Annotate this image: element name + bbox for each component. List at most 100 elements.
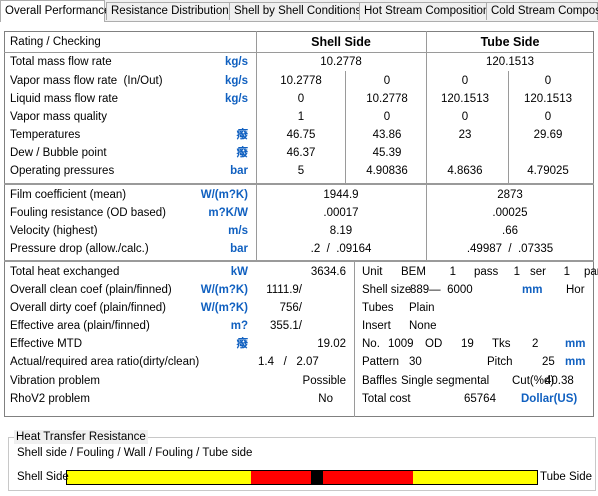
row-label: Dew / Bubble point — [10, 147, 107, 159]
summary-value: 355.1/ — [270, 320, 302, 332]
tube-value: 0 — [461, 111, 469, 123]
row-label: Operating pressures — [10, 165, 115, 177]
shell-value: .2 / .09164 — [310, 243, 372, 255]
resistance-group — [8, 437, 596, 491]
tube-value: 120.1513 — [486, 56, 534, 68]
shell-side-label: Shell Side — [17, 471, 69, 483]
unit: m/s — [228, 225, 248, 237]
summary-label: Effective area (plain/finned) — [10, 320, 150, 332]
geometry-cell: mm — [565, 356, 586, 368]
tube-value: 0 — [544, 111, 552, 123]
tube-value: .66 — [502, 225, 518, 237]
tab-label: Cold Stream Compositi — [491, 5, 598, 17]
geometry-cell: Insert — [362, 320, 391, 332]
shell-value: 46.37 — [286, 147, 316, 159]
row-label: Total mass flow rate — [10, 56, 112, 68]
geometry-cell: 40.38 — [545, 375, 574, 387]
resistance-legend: Shell side / Fouling / Wall / Fouling / … — [17, 447, 253, 459]
shell-value: 0 — [383, 75, 391, 87]
geometry-cell: 65764 — [464, 393, 496, 405]
unit: W/(m?K) — [200, 302, 248, 314]
group-title: Heat Transfer Resistance — [14, 430, 148, 444]
tube-value: .00025 — [492, 207, 528, 219]
shell-value: 10.2778 — [366, 93, 408, 105]
geometry-cell: Dollar(US) — [521, 393, 578, 405]
shell-value: 10.2778 — [320, 56, 362, 68]
geometry-cell: 19 — [461, 338, 474, 350]
shell-value: 5 — [297, 165, 305, 177]
fouling-bar — [251, 470, 311, 485]
geometry-cell: 2 — [532, 338, 539, 350]
shell-value: 1 — [297, 111, 305, 123]
summary-label: Overall clean coef (plain/finned) — [10, 284, 172, 296]
tab[interactable] — [0, 0, 105, 22]
tube-value: 4.79025 — [527, 165, 569, 177]
tube-side-label: Tube Side — [540, 471, 592, 483]
geometry-cell: 1 — [449, 266, 456, 278]
geometry-cell: 1 — [563, 266, 570, 278]
summary-label: Total heat exchanged — [10, 266, 120, 278]
tube-value: 0 — [461, 75, 469, 87]
shell-value: .00017 — [323, 207, 359, 219]
divider — [4, 52, 594, 53]
summary-value: 3634.6 — [310, 266, 346, 278]
header-shell: Shell Side — [311, 35, 371, 49]
summary-value: 1.4 / 2.07 — [258, 356, 319, 368]
geometry-cell: Total cost — [362, 393, 411, 405]
tube-value: 23 — [458, 129, 472, 141]
row-label: Vapor mass flow rate (In/Out) — [10, 75, 163, 87]
summary-label: Actual/required area ratio(dirty/clean) — [10, 356, 200, 368]
unit: kg/s — [224, 75, 248, 87]
geometry-cell: par — [584, 266, 598, 278]
geometry-cell: 1 — [513, 266, 520, 278]
geometry-cell: No. — [362, 338, 380, 350]
shell-value: 0 — [383, 111, 391, 123]
shell-value: 45.39 — [372, 147, 402, 159]
tab-label: Resistance Distribution — [111, 5, 229, 17]
summary-value: 1111.9/ — [266, 284, 302, 296]
summary-value: Possible — [302, 375, 346, 387]
unit: m? — [230, 320, 248, 332]
unit: kg/s — [224, 93, 248, 105]
geometry-cell: Baffles — [362, 375, 397, 387]
geometry-cell: Pattern — [362, 356, 400, 368]
unit: kg/s — [224, 56, 248, 68]
tube-value: 0 — [544, 75, 552, 87]
row-label: Fouling resistance (OD based) — [10, 207, 166, 219]
row-label: Vapor mass quality — [10, 111, 107, 123]
wall-bar — [311, 470, 323, 485]
unit: bar — [230, 243, 248, 255]
fouling-bar — [323, 470, 413, 485]
tab-label: Overall Performance — [5, 5, 111, 17]
divider — [256, 31, 257, 261]
unit: W/(m?K) — [200, 284, 248, 296]
divider — [4, 183, 594, 185]
geometry-cell: Tks — [492, 338, 511, 350]
geometry-cell: Pitch — [487, 356, 513, 368]
shell-value: 0 — [297, 93, 305, 105]
summary-label: Overall dirty coef (plain/finned) — [10, 302, 166, 314]
tube-value: 29.69 — [533, 129, 563, 141]
row-label: Temperatures — [10, 129, 81, 141]
geometry-cell: Cut(%d) — [512, 375, 555, 387]
row-label: Film coefficient (mean) — [10, 189, 127, 201]
summary-label: RhoV2 problem — [10, 393, 90, 405]
geometry-cell: Unit — [362, 266, 383, 278]
tube-value: 120.1513 — [524, 93, 572, 105]
summary-label: Vibration problem — [10, 375, 100, 387]
unit: 癈 — [236, 338, 249, 350]
shell-value: 46.75 — [286, 129, 316, 141]
unit: W/(m?K) — [200, 189, 248, 201]
geometry-cell: 25 — [542, 356, 555, 368]
tube-value: 4.8636 — [447, 165, 483, 177]
unit: m?K/W — [208, 207, 248, 219]
geometry-cell: Single segmental — [401, 375, 490, 387]
geometry-cell: OD — [425, 338, 443, 350]
divider — [354, 261, 355, 417]
geometry-cell: pass — [474, 266, 499, 278]
geometry-cell: Tubes — [362, 302, 394, 314]
unit: 癈 — [236, 129, 249, 141]
geometry-cell: Hor — [566, 284, 585, 296]
shell-value: 43.86 — [372, 129, 402, 141]
